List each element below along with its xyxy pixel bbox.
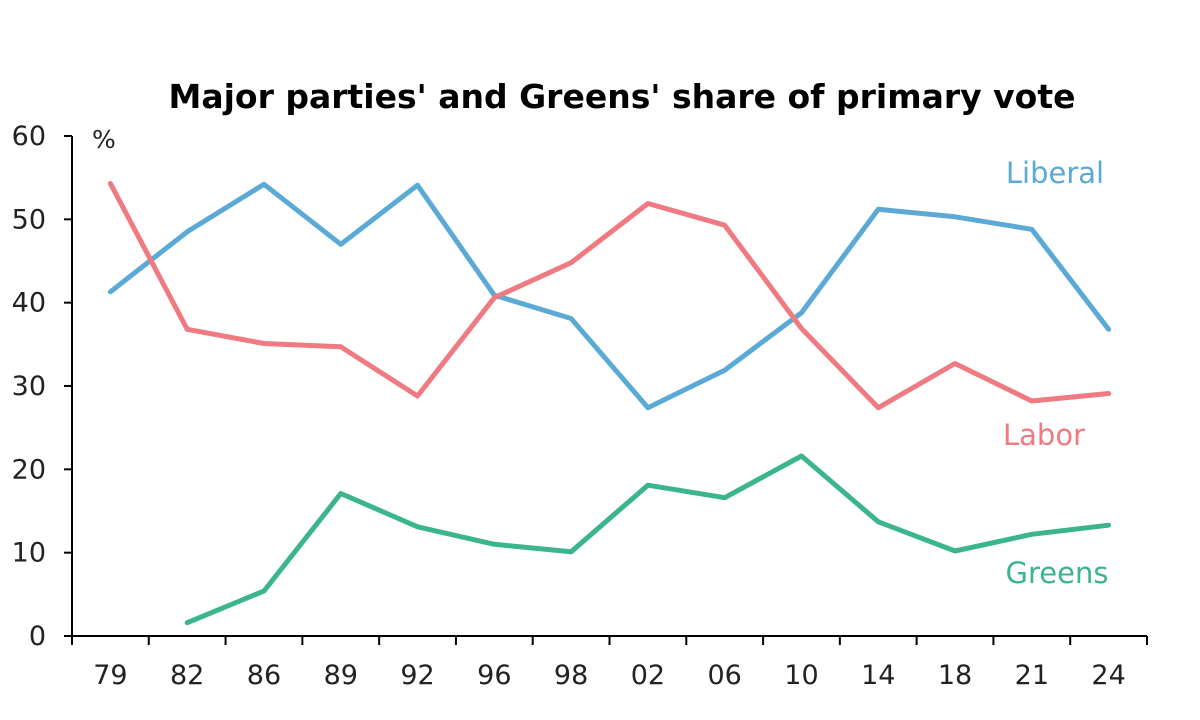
x-tick-label: 14: [861, 660, 895, 691]
axes: [71, 136, 1147, 637]
x-tick-label: 24: [1091, 660, 1125, 691]
series-line-greens: [184, 453, 1112, 626]
series-label-labor: Labor: [1003, 418, 1085, 452]
x-tick-label: 21: [1015, 660, 1049, 691]
y-tick-label: 60: [12, 121, 46, 152]
x-tick-label: 82: [170, 660, 204, 691]
chart-title: Major parties' and Greens' share of prim…: [169, 77, 1076, 116]
x-tick-label: 18: [938, 660, 972, 691]
y-tick-label: 10: [12, 538, 46, 569]
y-axis-ticks: 0 10 20 30 40 50 60: [12, 121, 72, 652]
series-line-liberal: [107, 181, 1112, 411]
x-tick-label: 98: [554, 660, 588, 691]
x-tick-label: 89: [324, 660, 358, 691]
y-tick-label: 20: [12, 454, 46, 485]
y-tick-label: 0: [29, 621, 46, 652]
series-label-greens: Greens: [1006, 556, 1109, 590]
y-tick-label: 30: [12, 371, 46, 402]
x-axis-ticks: 79 82 86 89 92 96 98 02 06 10 14 18 21 24: [71, 636, 1148, 691]
y-tick-label: 40: [12, 288, 46, 319]
x-tick-label: 10: [784, 660, 818, 691]
x-tick-label: 79: [93, 660, 127, 691]
series-labels: Liberal Labor Greens: [1003, 156, 1108, 590]
x-tick-label: 86: [247, 660, 281, 691]
x-tick-label: 96: [477, 660, 511, 691]
x-tick-label: 02: [631, 660, 665, 691]
series-line-labor: [107, 181, 1112, 411]
y-unit-label: %: [92, 125, 116, 154]
series-label-liberal: Liberal: [1006, 156, 1104, 190]
x-tick-label: 92: [400, 660, 434, 691]
x-tick-label: 06: [707, 660, 741, 691]
y-tick-label: 50: [12, 204, 46, 235]
series-lines: [107, 181, 1112, 626]
